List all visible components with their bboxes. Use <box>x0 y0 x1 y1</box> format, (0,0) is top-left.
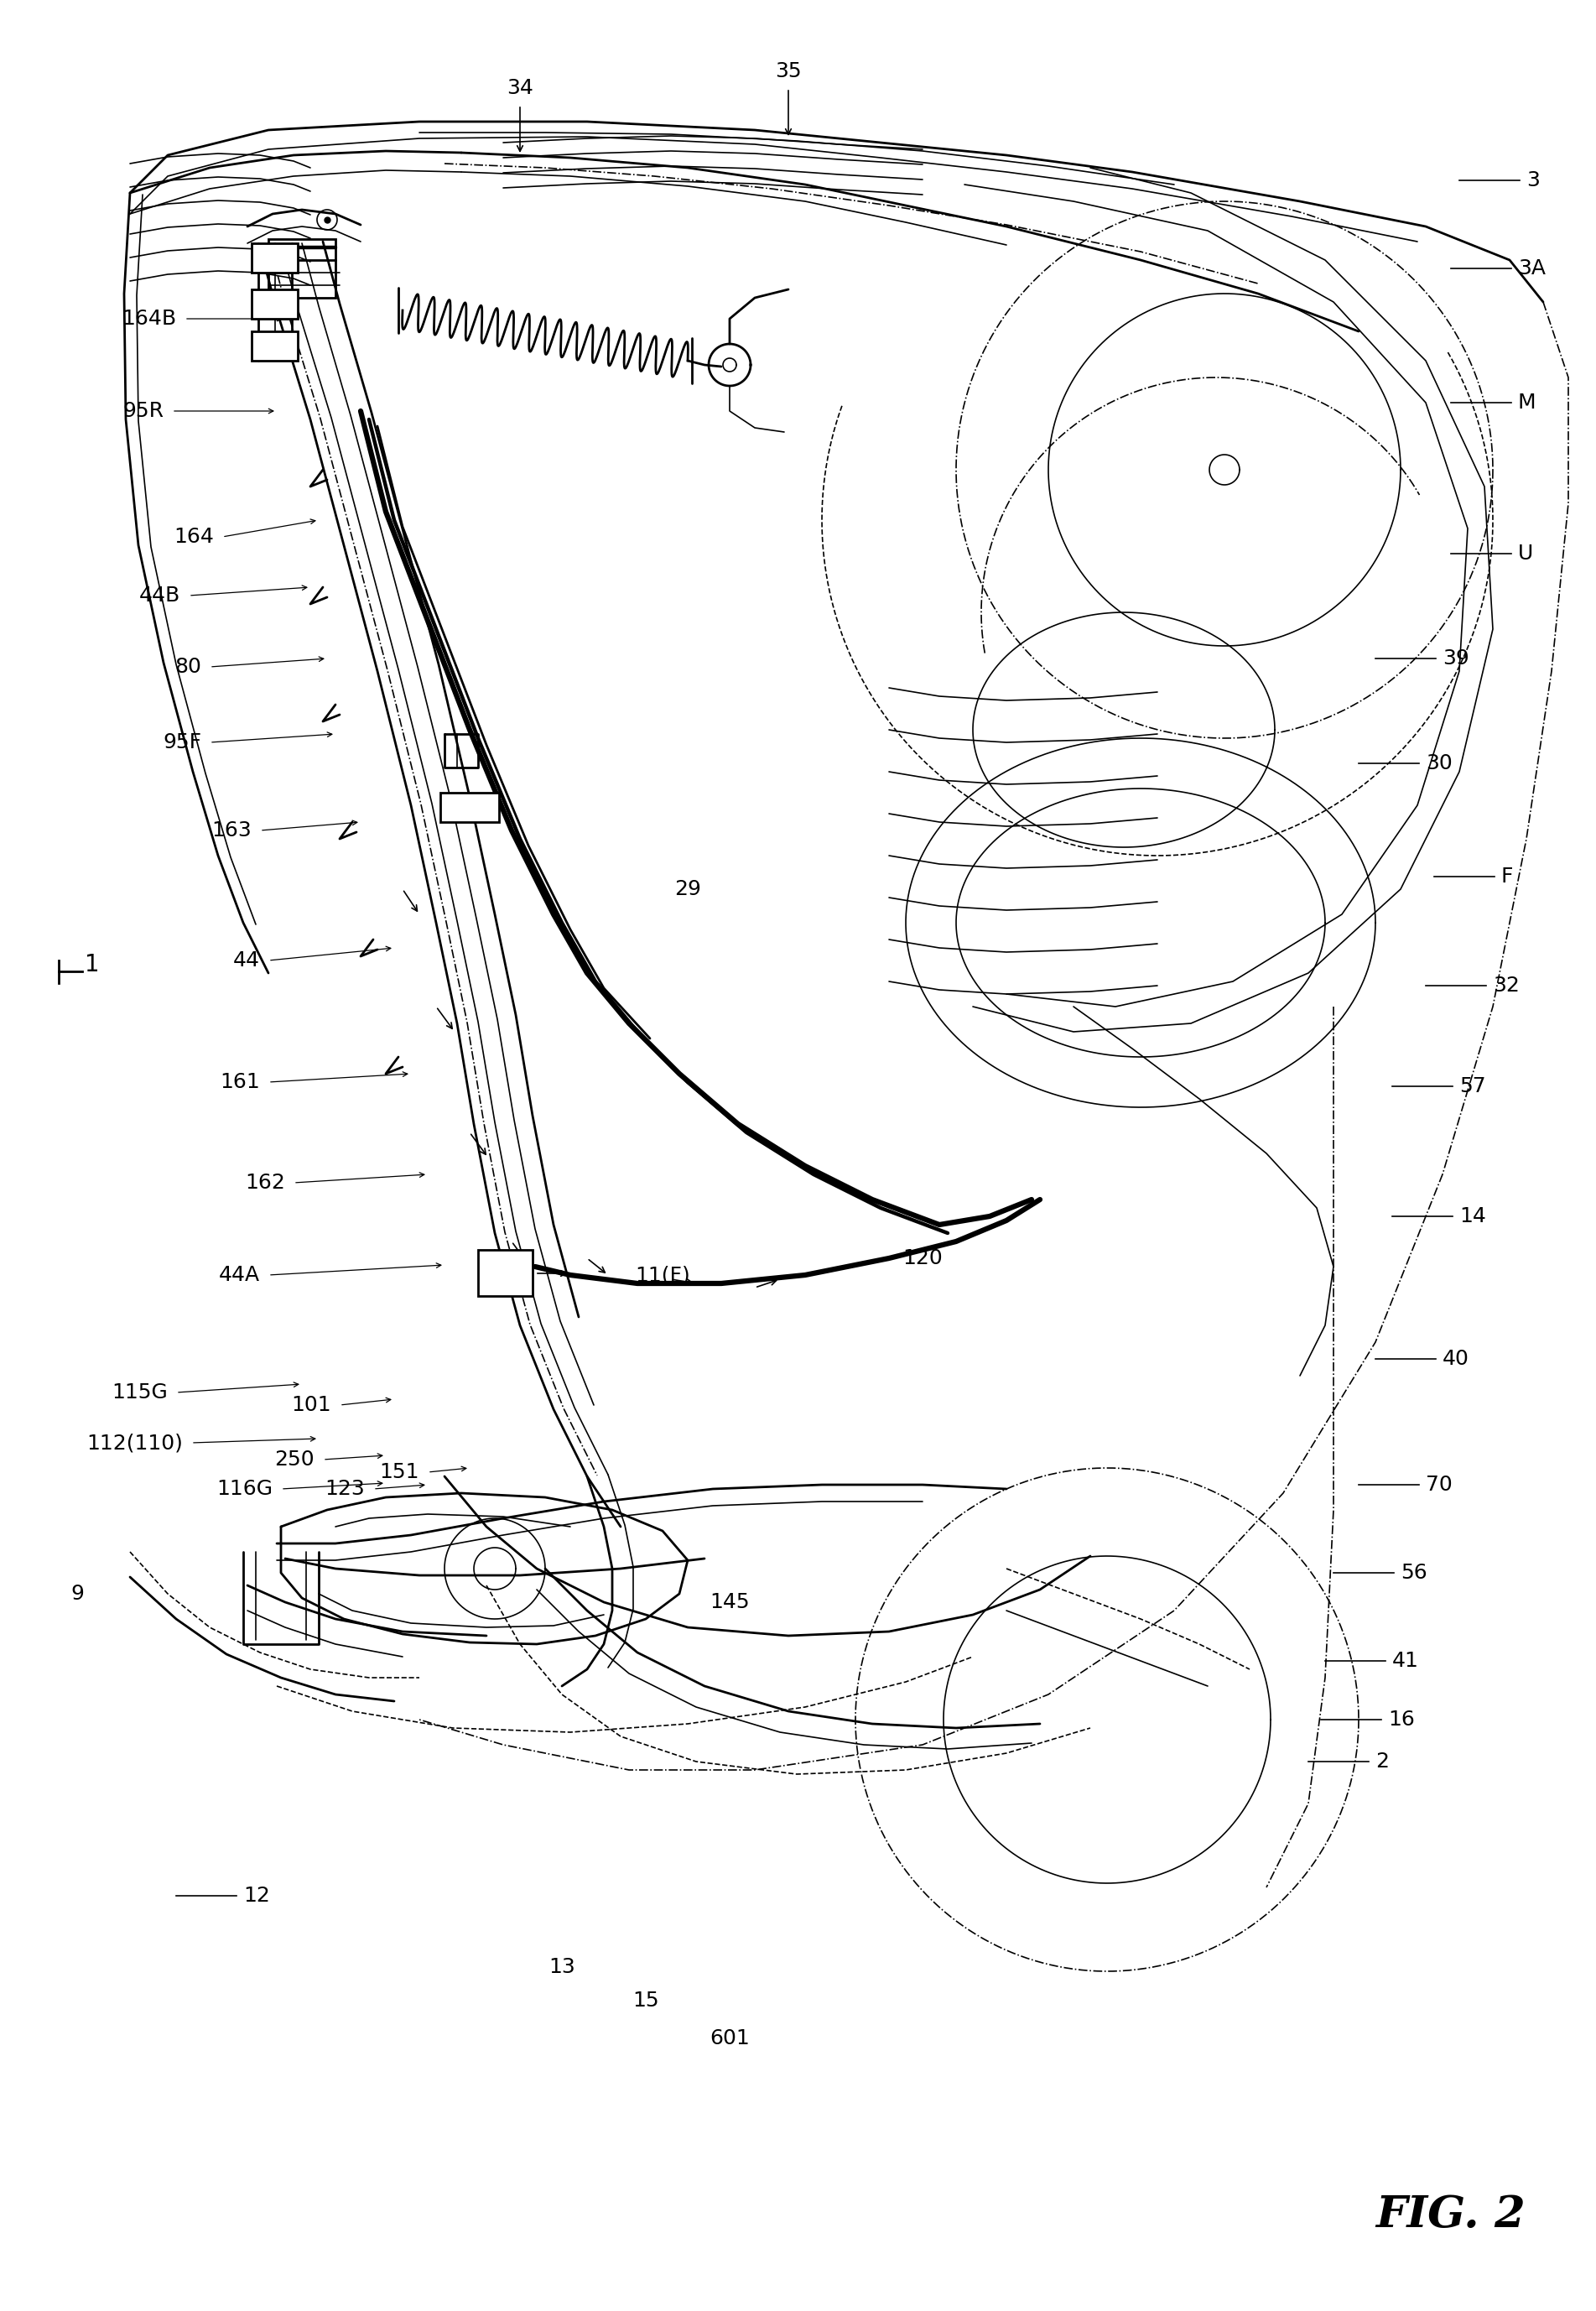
Text: 34: 34 <box>506 79 533 97</box>
Text: 601: 601 <box>710 2029 750 2048</box>
Text: 57: 57 <box>1459 1077 1486 1095</box>
Text: F: F <box>1502 867 1513 887</box>
Text: 44A: 44A <box>219 1264 260 1285</box>
Text: 35: 35 <box>776 60 801 81</box>
Text: 29: 29 <box>675 878 701 899</box>
Bar <box>252 330 298 361</box>
Text: 3: 3 <box>1526 171 1540 190</box>
Text: 11(F): 11(F) <box>635 1264 689 1285</box>
Text: 161: 161 <box>220 1072 260 1093</box>
Text: 80: 80 <box>174 656 201 677</box>
Text: 44: 44 <box>233 950 260 971</box>
Text: 164B: 164B <box>121 310 176 328</box>
Text: 162: 162 <box>246 1172 286 1192</box>
Bar <box>252 243 298 273</box>
Text: 123: 123 <box>324 1479 365 1500</box>
Text: 40: 40 <box>1443 1350 1470 1368</box>
Text: 95R: 95R <box>123 402 163 421</box>
Text: 44B: 44B <box>139 585 180 605</box>
Text: 30: 30 <box>1425 753 1452 774</box>
Bar <box>479 1250 533 1296</box>
Bar <box>252 289 298 319</box>
Text: 2: 2 <box>1376 1752 1389 1773</box>
Text: 151: 151 <box>380 1463 420 1481</box>
Text: 13: 13 <box>549 1957 575 1978</box>
Text: 70: 70 <box>1425 1474 1452 1495</box>
Text: 115G: 115G <box>112 1382 168 1403</box>
Text: 116G: 116G <box>217 1479 273 1500</box>
Text: 101: 101 <box>292 1396 332 1414</box>
Text: 9: 9 <box>70 1583 85 1604</box>
Text: 3A: 3A <box>1518 259 1545 280</box>
Text: 1: 1 <box>85 952 99 978</box>
Text: 41: 41 <box>1392 1650 1419 1671</box>
Text: 163: 163 <box>212 820 252 841</box>
Text: 15: 15 <box>632 1990 659 2011</box>
Text: 14: 14 <box>1459 1206 1486 1227</box>
Text: 120: 120 <box>902 1248 943 1269</box>
Text: 112(110): 112(110) <box>86 1433 184 1454</box>
Text: 250: 250 <box>275 1449 314 1470</box>
Text: U: U <box>1518 543 1534 564</box>
Text: 39: 39 <box>1443 649 1470 668</box>
Text: 32: 32 <box>1492 975 1519 996</box>
Text: 95F: 95F <box>163 733 201 753</box>
Text: 16: 16 <box>1389 1710 1414 1729</box>
Text: 56: 56 <box>1401 1562 1427 1583</box>
Text: 145: 145 <box>710 1592 750 1613</box>
Text: M: M <box>1518 393 1535 414</box>
Bar <box>268 238 335 298</box>
Text: FIG. 2: FIG. 2 <box>1376 2193 1526 2237</box>
Text: 164: 164 <box>174 527 214 548</box>
Bar <box>440 793 500 823</box>
Text: 12: 12 <box>243 1886 270 1907</box>
